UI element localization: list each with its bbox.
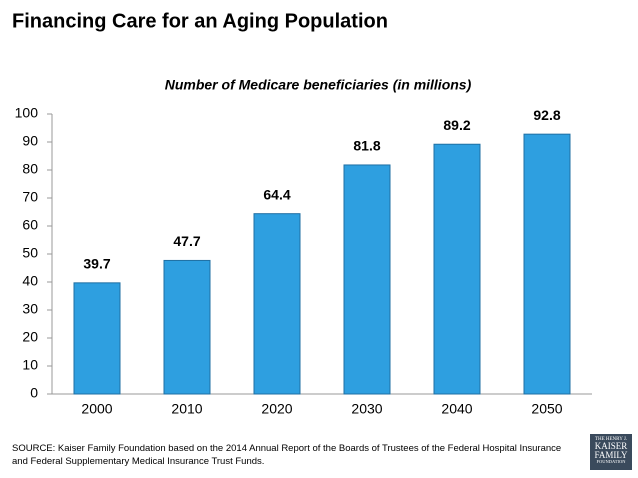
chart-title: Financing Care for an Aging Population — [12, 10, 388, 32]
data-label: 39.7 — [83, 256, 110, 272]
y-tick-label: 100 — [15, 105, 39, 121]
y-tick-label: 10 — [22, 357, 38, 373]
x-tick-label: 2050 — [531, 401, 562, 417]
x-tick-label: 2040 — [441, 401, 472, 417]
x-tick-label: 2010 — [171, 401, 202, 417]
data-label: 89.2 — [443, 117, 470, 133]
data-label: 47.7 — [173, 233, 200, 249]
data-label: 64.4 — [263, 186, 290, 202]
logo-text: FOUNDATION — [596, 459, 626, 464]
y-tick-label: 70 — [22, 189, 38, 205]
logo: THE HENRY J. KAISER FAMILY FOUNDATION — [590, 434, 632, 470]
chart-subtitle: Number of Medicare beneficiaries (in mil… — [165, 77, 472, 93]
source-note: SOURCE: Kaiser Family Foundation based o… — [12, 443, 562, 467]
data-label: 92.8 — [533, 107, 560, 123]
y-tick-label: 20 — [22, 329, 38, 345]
bar — [163, 259, 211, 395]
bar — [253, 213, 301, 395]
y-tick-label: 90 — [22, 133, 38, 149]
bar — [523, 133, 571, 395]
x-tick-label: 2030 — [351, 401, 382, 417]
bar — [433, 143, 481, 395]
data-label: 81.8 — [353, 138, 380, 154]
bar — [73, 282, 121, 395]
y-tick-label: 50 — [22, 245, 38, 261]
x-tick-label: 2020 — [261, 401, 292, 417]
y-tick-label: 60 — [22, 217, 38, 233]
y-tick-label: 40 — [22, 273, 38, 289]
logo-text: THE HENRY J. — [594, 437, 628, 442]
y-tick-label: 0 — [30, 385, 38, 401]
y-tick-label: 80 — [22, 161, 38, 177]
bar — [343, 164, 391, 395]
logo-text: KAISER — [594, 441, 628, 451]
y-tick-label: 30 — [22, 301, 38, 317]
x-tick-label: 2000 — [81, 401, 112, 417]
logo-text: FAMILY — [594, 450, 628, 460]
